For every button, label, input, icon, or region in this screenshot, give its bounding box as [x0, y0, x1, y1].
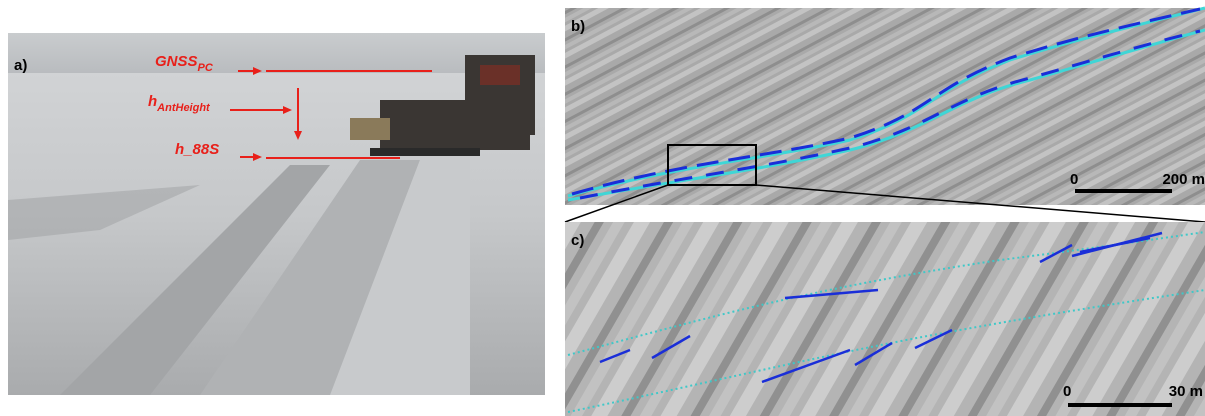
scale-label: 0	[1063, 383, 1071, 400]
tracks	[567, 231, 1205, 413]
panel-label: c)	[571, 232, 584, 249]
annotation-main: h	[148, 93, 157, 110]
photo	[8, 33, 545, 395]
scale-label: 30 m	[1169, 383, 1203, 400]
annotation-sub: AntHeight	[156, 102, 211, 114]
annotation-arrows	[230, 67, 432, 161]
annotation: hAntHeight	[148, 93, 211, 114]
panel-label: b)	[571, 18, 585, 35]
connector	[755, 184, 1205, 223]
annotation-main: GNSS	[155, 53, 198, 70]
map-image	[565, 222, 1205, 416]
scale-label: 200 m	[1162, 171, 1205, 188]
annotation: GNSSPC	[155, 53, 214, 74]
tracks	[567, 6, 1205, 202]
zoom-box	[667, 144, 757, 186]
panel-label: a)	[14, 57, 27, 74]
annotation: h_88S	[175, 141, 219, 158]
track-segments	[599, 231, 1163, 384]
scale-label: 0	[1070, 171, 1078, 188]
annotation-sub: PC	[198, 62, 214, 74]
connector	[564, 184, 669, 223]
